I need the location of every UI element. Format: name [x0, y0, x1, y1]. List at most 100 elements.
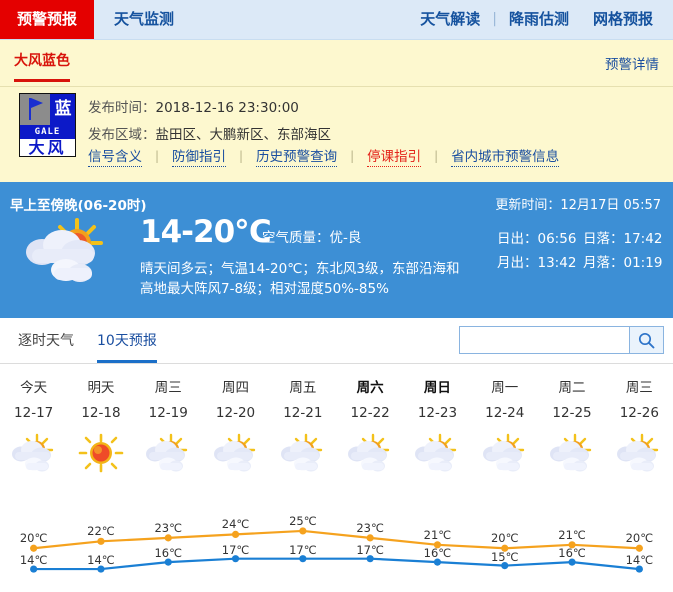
- forecast-day-column[interactable]: 周三 12-26: [606, 364, 673, 477]
- data-point[interactable]: [635, 565, 643, 573]
- moonset-value: 01:19: [623, 255, 663, 271]
- search-button[interactable]: [629, 326, 664, 354]
- alert-issue-time-label: 发布时间：: [88, 100, 156, 116]
- data-point[interactable]: [97, 565, 105, 573]
- partly-cloudy-icon: [280, 433, 323, 472]
- forecast-day-name: 周一: [491, 380, 519, 396]
- nav-link-grid-forecast[interactable]: 网格预报: [592, 10, 653, 28]
- alert-issue-time-value: 2018-12-16 23:30:00: [155, 100, 299, 116]
- data-point[interactable]: [231, 530, 240, 538]
- sunset: 日落：17:42: [583, 227, 662, 251]
- sun-moon-times: 日出：06:56 日落：17:42 月出：13:42 月落：01:19: [497, 227, 662, 275]
- forecast-day-date: 12-25: [552, 405, 592, 421]
- moonrise-value: 13:42: [537, 255, 577, 271]
- alert-body: 蓝 GALE 大风 发布时间：2018-12-16 23:30:00 发布区域：…: [0, 87, 673, 185]
- alert-link-separator: |: [434, 149, 439, 163]
- search-input[interactable]: [459, 326, 629, 354]
- forecast-day-icon-wrap: [606, 429, 673, 477]
- alert-link-signal-meaning[interactable]: 信号含义: [88, 145, 142, 167]
- forecast-day-column[interactable]: 今天 12-17: [0, 364, 67, 477]
- badge-cn-label: 大风: [20, 139, 75, 156]
- alert-link-province-city-warnings[interactable]: 省内城市预警信息: [451, 145, 560, 167]
- low-temp-label: 14℃: [19, 553, 48, 568]
- forecast-day-icon-wrap: [202, 429, 269, 477]
- alert-tab-strip: 大风蓝色 预警详情: [0, 40, 673, 87]
- sunrise-value: 06:56: [537, 231, 577, 247]
- nav-tab-warning-forecast[interactable]: 预警预报: [0, 0, 95, 39]
- high-temp-label: 23℃: [356, 520, 384, 535]
- forecast-day-column[interactable]: 周日 12-23: [404, 364, 471, 477]
- nav-separator: |: [492, 11, 497, 27]
- forecast-day-icon-wrap: [67, 429, 134, 477]
- nav-link-weather-analysis[interactable]: 天气解读: [420, 10, 481, 28]
- data-point[interactable]: [164, 534, 172, 542]
- forecast-day-date: 12-26: [619, 405, 659, 421]
- flag-pole: [29, 98, 31, 120]
- tab-ten-day-forecast[interactable]: 10天预报: [97, 330, 157, 363]
- data-point[interactable]: [635, 544, 643, 552]
- gale-warning-badge-icon: 蓝 GALE 大风: [19, 93, 76, 157]
- data-point[interactable]: [366, 534, 374, 542]
- high-temp-label: 21℃: [423, 527, 452, 542]
- high-temp-label: 20℃: [19, 531, 48, 546]
- data-point[interactable]: [568, 541, 576, 549]
- alert-info-lines: 发布时间：2018-12-16 23:30:00 发布区域：盐田区、大鹏新区、东…: [88, 96, 331, 150]
- data-point[interactable]: [433, 541, 442, 549]
- data-point[interactable]: [568, 558, 576, 566]
- tab-hourly-weather[interactable]: 逐时天气: [18, 333, 74, 349]
- low-temp-label: 17℃: [356, 542, 384, 557]
- data-point[interactable]: [30, 544, 38, 552]
- forecast-day-date: 12-21: [283, 405, 323, 421]
- partly-cloudy-icon: [617, 433, 659, 472]
- temperature-chart: [30, 527, 643, 573]
- alert-tab-gale-blue[interactable]: 大风蓝色: [14, 50, 70, 82]
- today-temperature: 14-20℃: [140, 214, 272, 250]
- forecast-day-column[interactable]: 周五 12-21: [269, 364, 336, 477]
- low-temp-label: 16℃: [558, 546, 586, 561]
- nav-tab-label: 天气监测: [114, 10, 175, 28]
- forecast-day-icon-wrap: [538, 429, 605, 477]
- alert-link-defense-guide[interactable]: 防御指引: [172, 145, 227, 167]
- data-point[interactable]: [433, 558, 442, 566]
- alert-link-history-query[interactable]: 历史预警查询: [256, 145, 338, 167]
- moonrise: 月出：13:42: [497, 251, 583, 275]
- flag-icon: [20, 94, 51, 125]
- alert-area-value: 盐田区、大鹏新区、东部海区: [155, 127, 332, 143]
- forecast-day-column[interactable]: 周六 12-22: [336, 364, 403, 477]
- forecast-day-column[interactable]: 周四 12-20: [202, 364, 269, 477]
- forecast-day-date: 12-18: [81, 405, 121, 421]
- alert-link-row: 信号含义 | 防御指引 | 历史预警查询 | 停课指引 | 省内城市预警信息: [88, 145, 560, 167]
- nav-tab-weather-monitor[interactable]: 天气监测: [97, 0, 191, 39]
- nav-link-rain-estimate[interactable]: 降雨估测: [508, 10, 569, 28]
- moonset-label: 月落：: [583, 255, 624, 271]
- forecast-day-name: 周三: [154, 380, 182, 396]
- high-temp-label: 25℃: [289, 513, 317, 528]
- moon-times-row: 月出：13:42 月落：01:19: [497, 251, 662, 275]
- alert-link-class-suspension[interactable]: 停课指引: [367, 145, 422, 167]
- ten-day-forecast: 今天 12-17 明天 12-18 周三 12-19 周四 12-20 周五 12-21 周六 12-…: [0, 364, 673, 584]
- data-point[interactable]: [299, 527, 307, 535]
- today-update-time: 更新时间：12月17日 05:57: [495, 198, 661, 213]
- data-point[interactable]: [164, 558, 172, 566]
- forecast-columns: 今天 12-17 明天 12-18 周三 12-19 周四 12-20 周五 12-21 周六 12-…: [0, 364, 673, 477]
- alert-detail-link[interactable]: 预警详情: [605, 57, 659, 73]
- forecast-day-name: 周三: [625, 380, 653, 396]
- sunrise-label: 日出：: [497, 231, 538, 247]
- alert-tab-label: 大风蓝色: [14, 53, 70, 69]
- data-point[interactable]: [501, 562, 509, 570]
- high-temp-label: 24℃: [221, 517, 250, 532]
- data-point[interactable]: [501, 544, 509, 552]
- forecast-day-column[interactable]: 明天 12-18: [67, 364, 134, 477]
- low-temp-label: 16℃: [423, 546, 452, 561]
- data-point[interactable]: [299, 555, 307, 563]
- forecast-day-column[interactable]: 周三 12-19: [135, 364, 202, 477]
- data-point[interactable]: [231, 555, 240, 563]
- data-point[interactable]: [97, 537, 105, 545]
- data-point[interactable]: [30, 565, 38, 573]
- forecast-day-column[interactable]: 周二 12-25: [538, 364, 605, 477]
- today-description: 晴天间多云；气温14-20℃；东北风3级，东部沿海和高地最大阵风7-8级；相对湿…: [140, 261, 460, 297]
- forecast-day-date: 12-17: [14, 405, 54, 421]
- data-point[interactable]: [366, 555, 374, 563]
- forecast-day-column[interactable]: 周一 12-24: [471, 364, 538, 477]
